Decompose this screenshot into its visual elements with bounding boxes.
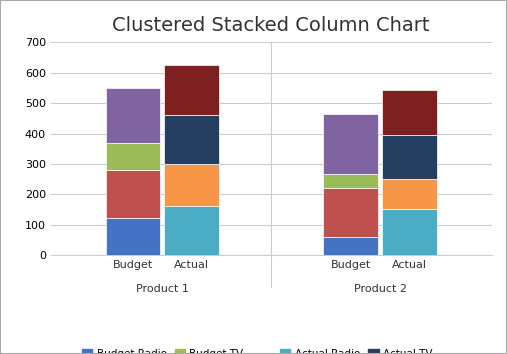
Bar	[105, 143, 161, 170]
Bar	[382, 179, 437, 209]
Text: Product 1: Product 1	[136, 284, 189, 294]
Bar	[164, 164, 220, 206]
Bar	[323, 114, 378, 175]
Bar	[323, 237, 378, 255]
Bar	[382, 209, 437, 255]
Bar	[164, 65, 220, 115]
Bar	[382, 135, 437, 179]
Legend: Budget Radio, Budget Print, Budget TV, Budget Internet, Actual Radio, Actual Pri: Budget Radio, Budget Print, Budget TV, B…	[82, 349, 460, 354]
Title: Clustered Stacked Column Chart: Clustered Stacked Column Chart	[113, 16, 430, 35]
Bar	[164, 115, 220, 164]
Bar	[105, 218, 161, 255]
Bar	[382, 90, 437, 135]
Bar	[323, 188, 378, 237]
Bar	[105, 170, 161, 218]
Bar	[164, 206, 220, 255]
Bar	[323, 175, 378, 188]
Bar	[105, 88, 161, 143]
Text: Product 2: Product 2	[353, 284, 407, 294]
